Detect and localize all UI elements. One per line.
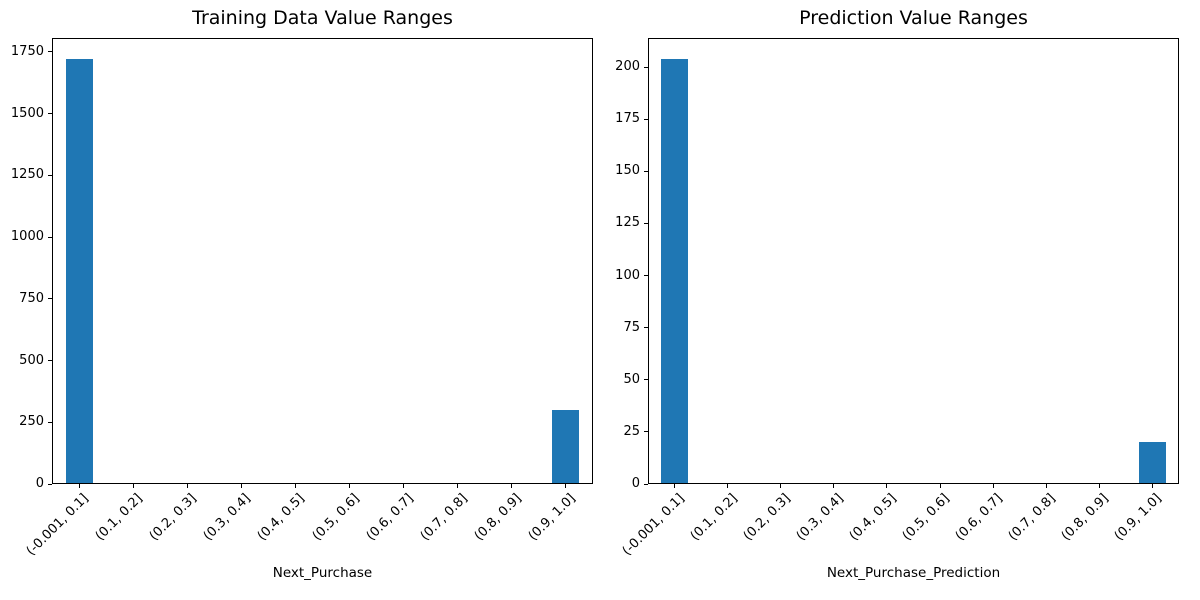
y-tick-label: 175 bbox=[615, 111, 640, 127]
plot-area bbox=[648, 38, 1179, 484]
x-tick-mark bbox=[457, 484, 459, 488]
x-tick-mark bbox=[992, 484, 994, 488]
y-tick-label: 500 bbox=[19, 352, 44, 368]
x-tick-mark bbox=[240, 484, 242, 488]
y-tick-mark bbox=[644, 118, 648, 120]
y-tick-mark bbox=[644, 170, 648, 172]
y-tick-mark bbox=[644, 222, 648, 224]
y-tick-mark bbox=[48, 483, 52, 485]
y-tick-label: 100 bbox=[615, 267, 640, 283]
y-tick-mark bbox=[48, 421, 52, 423]
x-tick-mark bbox=[403, 484, 405, 488]
y-tick-mark bbox=[48, 113, 52, 115]
x-tick-mark bbox=[780, 484, 782, 488]
y-tick-mark bbox=[48, 360, 52, 362]
histogram-bar bbox=[661, 58, 688, 483]
x-axis-label: Next_Purchase bbox=[272, 565, 373, 581]
x-tick-mark bbox=[886, 484, 888, 488]
x-tick-mark bbox=[511, 484, 513, 488]
y-tick-label: 200 bbox=[615, 59, 640, 75]
y-tick-label: 250 bbox=[19, 414, 44, 430]
x-tick-mark bbox=[78, 484, 80, 488]
y-tick-mark bbox=[644, 66, 648, 68]
y-tick-mark bbox=[48, 236, 52, 238]
y-tick-label: 0 bbox=[35, 476, 44, 491]
y-tick-mark bbox=[644, 327, 648, 329]
x-tick-mark bbox=[565, 484, 567, 488]
y-tick-label: 75 bbox=[623, 319, 640, 335]
x-tick-mark bbox=[1151, 484, 1153, 488]
histogram-bar bbox=[65, 59, 93, 483]
x-tick-mark bbox=[939, 484, 941, 488]
y-tick-label: 125 bbox=[615, 215, 640, 231]
chart-title: Prediction Value Ranges bbox=[799, 7, 1028, 29]
y-tick-mark bbox=[644, 483, 648, 485]
y-tick-label: 1000 bbox=[10, 229, 44, 245]
y-tick-label: 1500 bbox=[10, 105, 44, 121]
histogram-bar bbox=[552, 409, 580, 483]
x-tick-mark bbox=[1045, 484, 1047, 488]
chart-title: Training Data Value Ranges bbox=[192, 7, 453, 29]
y-tick-label: 1250 bbox=[10, 167, 44, 183]
x-axis-label: Next_Purchase_Prediction bbox=[826, 565, 1001, 581]
y-tick-mark bbox=[48, 174, 52, 176]
y-tick-label: 0 bbox=[631, 476, 640, 491]
x-tick-mark bbox=[186, 484, 188, 488]
y-tick-mark bbox=[644, 379, 648, 381]
x-tick-label: (-0.001, 0.1] bbox=[619, 491, 688, 559]
y-tick-label: 1750 bbox=[10, 43, 44, 59]
x-tick-mark bbox=[132, 484, 134, 488]
histogram-bar bbox=[1139, 442, 1166, 483]
x-tick-mark bbox=[833, 484, 835, 488]
y-tick-label: 150 bbox=[615, 163, 640, 179]
y-tick-mark bbox=[644, 431, 648, 433]
x-tick-mark bbox=[349, 484, 351, 488]
y-tick-mark bbox=[48, 51, 52, 53]
x-tick-mark bbox=[674, 484, 676, 488]
x-tick-mark bbox=[294, 484, 296, 488]
y-tick-label: 25 bbox=[623, 423, 640, 439]
y-tick-mark bbox=[48, 298, 52, 300]
x-tick-mark bbox=[727, 484, 729, 488]
y-tick-label: 750 bbox=[19, 290, 44, 306]
plot-area bbox=[52, 38, 593, 484]
y-tick-mark bbox=[644, 275, 648, 277]
y-tick-label: 50 bbox=[623, 371, 640, 387]
x-tick-mark bbox=[1098, 484, 1100, 488]
